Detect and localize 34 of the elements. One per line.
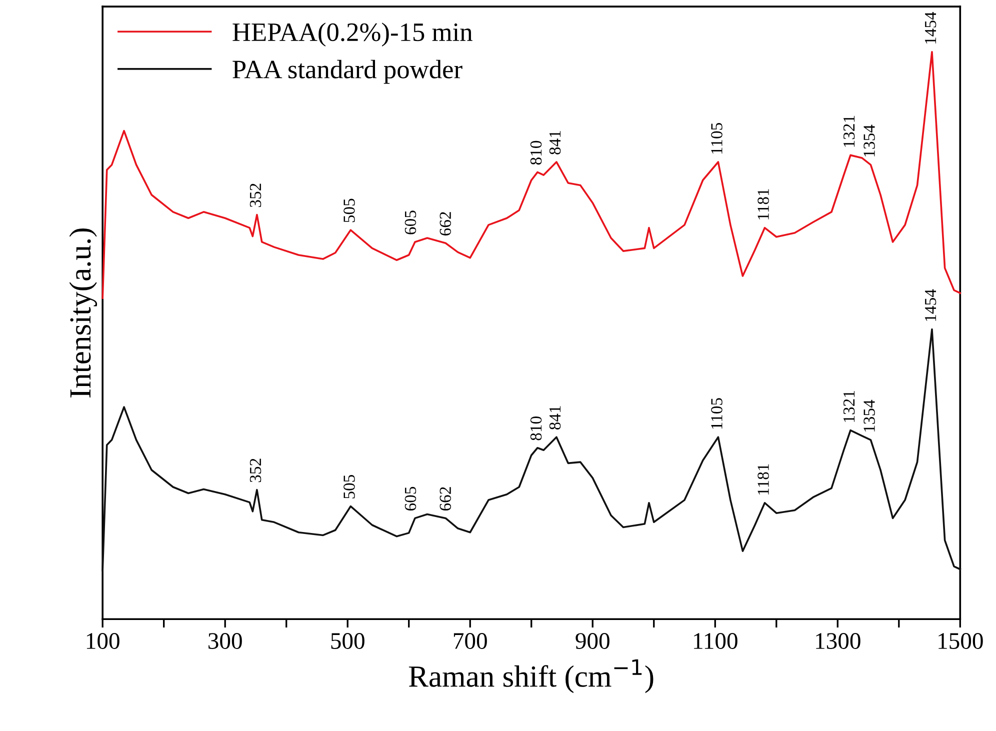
annotation: 1454 <box>924 12 936 44</box>
annotation: 1181 <box>758 464 769 494</box>
annotation: 352 <box>250 458 262 482</box>
legend-label: PAA standard powder <box>232 60 462 84</box>
annotation: 662 <box>440 487 452 511</box>
y-axis-title: Intensity(a.u.) <box>69 228 98 398</box>
x-tick-label: 1500 <box>938 633 983 649</box>
x-axis-title: Raman shift (cm$^{−1}$) <box>408 659 654 694</box>
x-tick-label: 300 <box>208 633 242 649</box>
x-tick-label: 1100 <box>694 633 738 649</box>
x-tick-label: 1300 <box>816 633 860 649</box>
x-tick-label: 500 <box>331 633 364 649</box>
x-tick-label: 100 <box>86 633 120 649</box>
annotation: 810 <box>530 140 542 165</box>
annotation: 1181 <box>758 189 769 220</box>
annotation: 1321 <box>843 116 855 147</box>
annotation: 352 <box>250 184 262 207</box>
legend-label: HEPAA(0.2%)-15 min <box>232 22 472 47</box>
annotation: 505 <box>344 474 355 498</box>
x-tick-label: 700 <box>454 633 487 649</box>
annotation: 1354 <box>864 400 875 432</box>
annotation: 841 <box>549 406 561 430</box>
annotation: 605 <box>404 486 416 511</box>
annotation: 505 <box>344 198 355 222</box>
annotation: 605 <box>404 210 416 234</box>
annotation: 1321 <box>843 391 855 422</box>
annotation: 841 <box>549 131 561 154</box>
x-tick-label: 900 <box>576 633 610 649</box>
annotation: 1105 <box>711 122 722 154</box>
annotation: 662 <box>440 212 452 236</box>
annotation: 1105 <box>711 398 722 429</box>
annotation: 1454 <box>924 289 936 321</box>
annotation: 1354 <box>864 124 875 156</box>
annotation: 810 <box>530 416 542 440</box>
